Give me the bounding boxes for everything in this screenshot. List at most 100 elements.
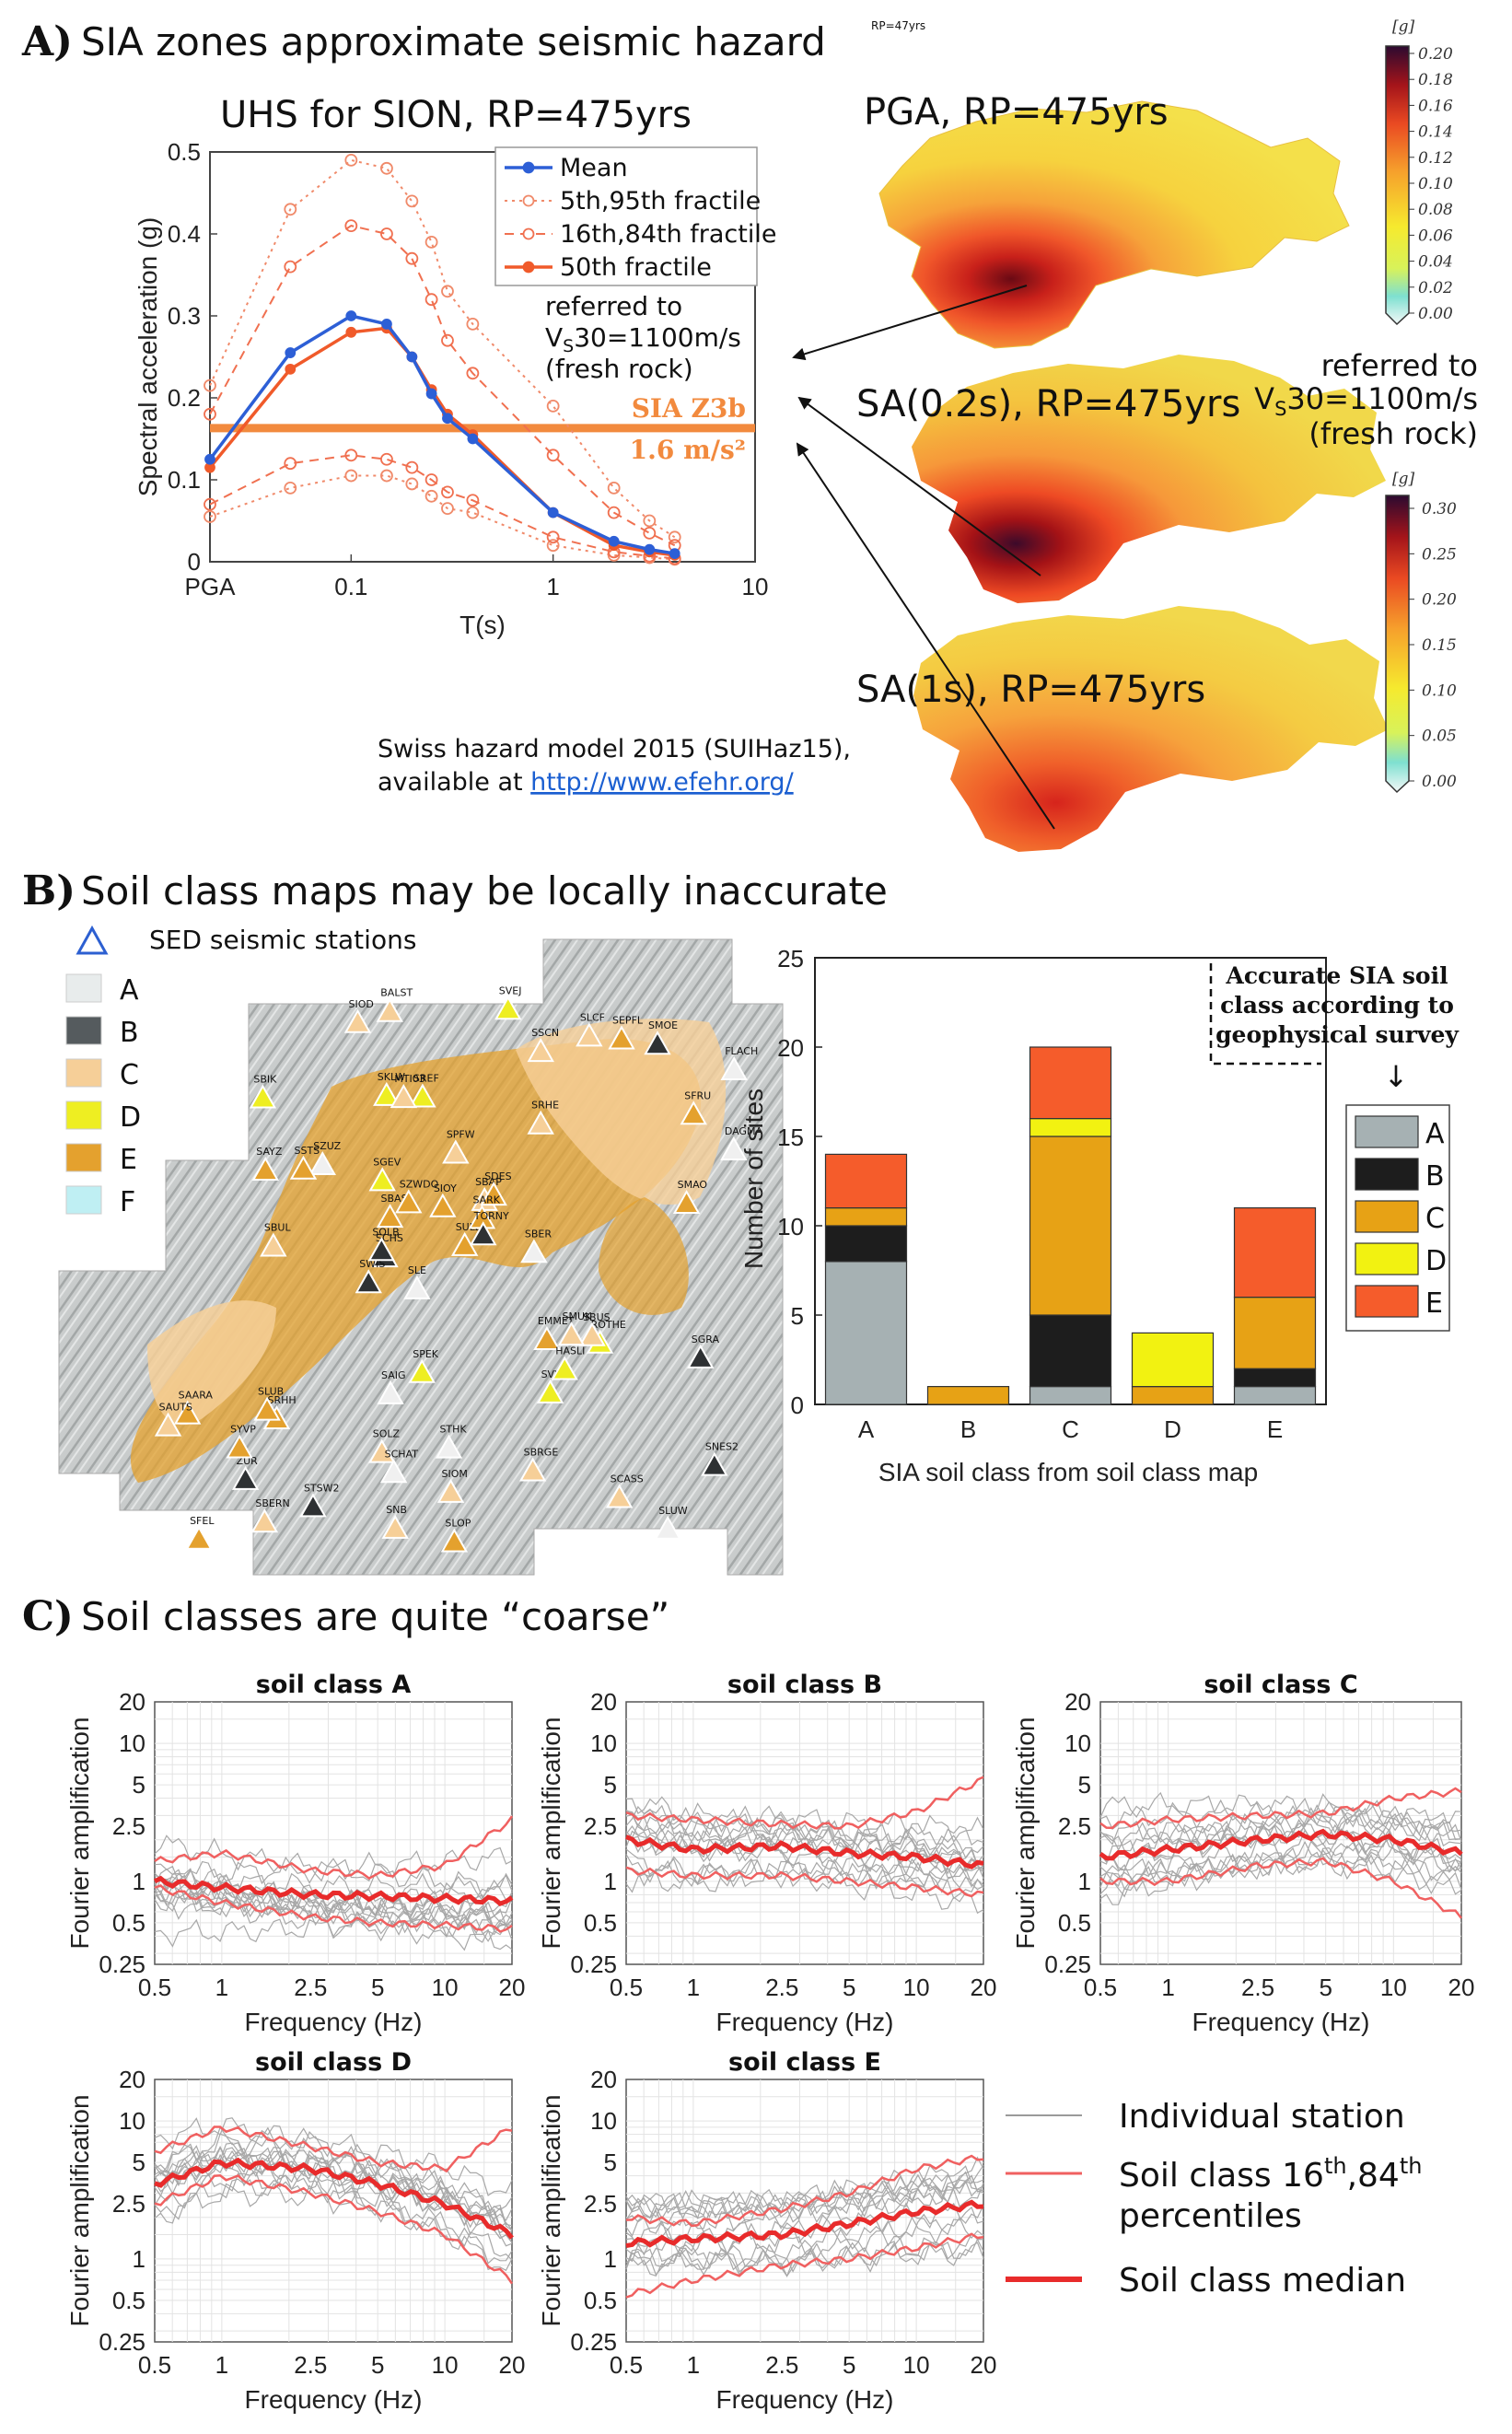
colorbar-pga-tick-label: 0.02: [1418, 279, 1453, 297]
uhs-series-mean-point: [669, 548, 680, 559]
station-marker: [260, 1232, 287, 1257]
amp-ytick-label: 0.5: [584, 2287, 617, 2314]
panel-c: C) Soil classes are quite “coarse” soil …: [22, 1593, 1474, 2414]
p84-curve: [625, 2154, 984, 2228]
individual-station-curve: [154, 1878, 513, 1943]
sia-z3b-value: 1.6 m/s²: [630, 435, 746, 465]
amp-ytick-label: 2.5: [112, 2190, 145, 2218]
uhs-title: UHS for SION, RP=475yrs: [220, 94, 692, 136]
uhs-series-16th-84th-fractile-point: [204, 407, 216, 421]
amp-chart-title: soil class B: [727, 1671, 882, 1699]
colorbar-sa: [g] 0.30 0.25 0.20 0.15 0.10 0.05 0.00: [1385, 470, 1457, 794]
station-marker: [494, 996, 522, 1020]
station-label: SVEJ: [499, 984, 522, 996]
uhs-legend-label: 16th,84th fractile: [560, 220, 776, 249]
station-marker: [377, 1380, 404, 1404]
individual-station-curve: [1099, 1805, 1462, 1871]
station-marker: [536, 1379, 564, 1403]
amp-xtick-label: 0.5: [610, 1974, 643, 2001]
p16-curve: [154, 1883, 513, 1933]
station-label: STHK: [439, 1424, 467, 1436]
uhs-series-5th-95th-fractile-point: [405, 194, 419, 208]
map-class-label-a: A: [120, 974, 139, 1007]
hazard-map-sa1: SA(1s), RP=475yrs: [856, 606, 1389, 852]
bar-segment-c-c: [1029, 1135, 1112, 1316]
station-label: SREF: [413, 1072, 439, 1084]
bar-segment-d-c: [1131, 1385, 1215, 1405]
colorbar-pga-tick-label: 0.16: [1418, 97, 1453, 115]
legend-median-label: Soil class median: [1119, 2262, 1406, 2300]
station-label: SGRA: [692, 1333, 720, 1345]
uhs-series-mean-point: [406, 351, 418, 363]
station-marker: [520, 1239, 548, 1264]
map-class-swatch-d: [65, 1101, 102, 1130]
station-marker: [289, 1155, 318, 1180]
uhs-series-16th-84th-fractile: [209, 225, 676, 547]
individual-station-curve: [154, 2153, 513, 2272]
p84-curve: [625, 1776, 984, 1830]
uhs-series-5th-95th-fractile-point: [643, 514, 657, 528]
bar-xtick-label: D: [1164, 1415, 1181, 1443]
uhs-series-5th-95th-fractile-low-point: [425, 489, 438, 503]
bar-legend-swatch-c: [1355, 1200, 1419, 1233]
p16-curve: [154, 2173, 514, 2285]
uhs-note-line3: (fresh rock): [545, 354, 693, 384]
amp-xtick-label: 10: [432, 2351, 459, 2379]
amp-ytick-label: 20: [119, 1688, 145, 1716]
station-label: SAIG: [381, 1369, 405, 1381]
amp-ytick-label: 1: [604, 1868, 617, 1895]
station-marker: [403, 1275, 431, 1299]
amp-ytick-label: 10: [119, 2107, 145, 2135]
colorbar-sa-unit: [g]: [1392, 470, 1415, 488]
amp-ytick-label: 5: [1078, 1771, 1091, 1799]
colorbar-pga: [g] 0.20 0.18 0.16 0.14 0.12 0.10 0.08 0.06 0.04…: [1385, 17, 1453, 326]
ref-note-right-line2: VS30=1100m/s: [1254, 381, 1478, 420]
bar-legend-swatch-a: [1355, 1115, 1419, 1148]
colorbar-pga-tick-label: 0.14: [1418, 123, 1453, 142]
station-marker: [533, 1325, 561, 1351]
station-marker: [343, 1008, 372, 1033]
individual-station-curve: [625, 1820, 984, 1855]
amp-chart-b: soil class B0.5 1 2.5 5 10 200.250.512.551020…: [537, 1671, 996, 2036]
uhs-series-mean-point: [608, 535, 620, 547]
map-class-swatch-f: [65, 1185, 102, 1215]
amp-xlabel: Frequency (Hz): [245, 2008, 423, 2036]
bar-legend-label-c: C: [1425, 1203, 1445, 1235]
station-label: ROTHE: [591, 1319, 626, 1331]
map-class-label-c: C: [120, 1059, 139, 1091]
station-label: SGEV: [373, 1156, 401, 1168]
uhs-legend-label: 5th,95th fractile: [560, 187, 761, 215]
uhs-series-mean-point: [442, 413, 453, 425]
uhs-note-line2: VS30=1100m/s: [545, 322, 741, 356]
uhs-series-16th-84th-fractile-point: [405, 251, 419, 265]
amp-ytick-label: 0.5: [1058, 1909, 1091, 1937]
uhs-series-16th-84th-fractile-low-point: [425, 473, 438, 486]
station-marker: [381, 1514, 409, 1539]
station-marker: [409, 1083, 436, 1108]
amp-xtick-label: 20: [971, 1974, 997, 2001]
uhs-legend: Mean 5th,95th fractile 16th,84th fractile 5…: [494, 146, 776, 286]
amp-ytick-label: 2.5: [1058, 1812, 1091, 1840]
sia-z3b-label: SIA Z3b: [632, 393, 746, 424]
annotation-line2: class according to: [1220, 992, 1454, 1019]
uhs-series-16th-84th-fractile-point: [425, 293, 438, 307]
amp-xtick-label: 5: [371, 2351, 384, 2379]
uhs-series-16th-84th-fractile-low-point: [405, 460, 419, 474]
station-marker: [379, 1459, 408, 1484]
station-label: SZUZ: [313, 1140, 341, 1152]
panel-a-heading: SIA zones approximate seismic hazard: [81, 19, 826, 64]
amp-ytick-label: 10: [590, 1729, 617, 1757]
p16-curve: [625, 2232, 984, 2299]
station-label: SCASS: [611, 1473, 644, 1485]
station-label: TORNY: [473, 1210, 509, 1222]
amp-chart-a: soil class A0.5 1 2.5 5 10 200.250.512.551020…: [65, 1671, 525, 2036]
station-label: SBUS: [583, 1311, 611, 1323]
efehr-link[interactable]: http://www.efehr.org/: [530, 768, 794, 797]
amp-xtick-label: 0.5: [1084, 1974, 1117, 2001]
individual-station-curve: [625, 1810, 984, 1866]
bar-legend-label-a: A: [1425, 1118, 1445, 1150]
uhs-series-mean-point: [644, 543, 656, 555]
amp-ytick-label: 1: [133, 2245, 145, 2273]
amp-xtick-label: 1: [215, 2351, 228, 2379]
annotation-bracket: [1209, 963, 1321, 1066]
